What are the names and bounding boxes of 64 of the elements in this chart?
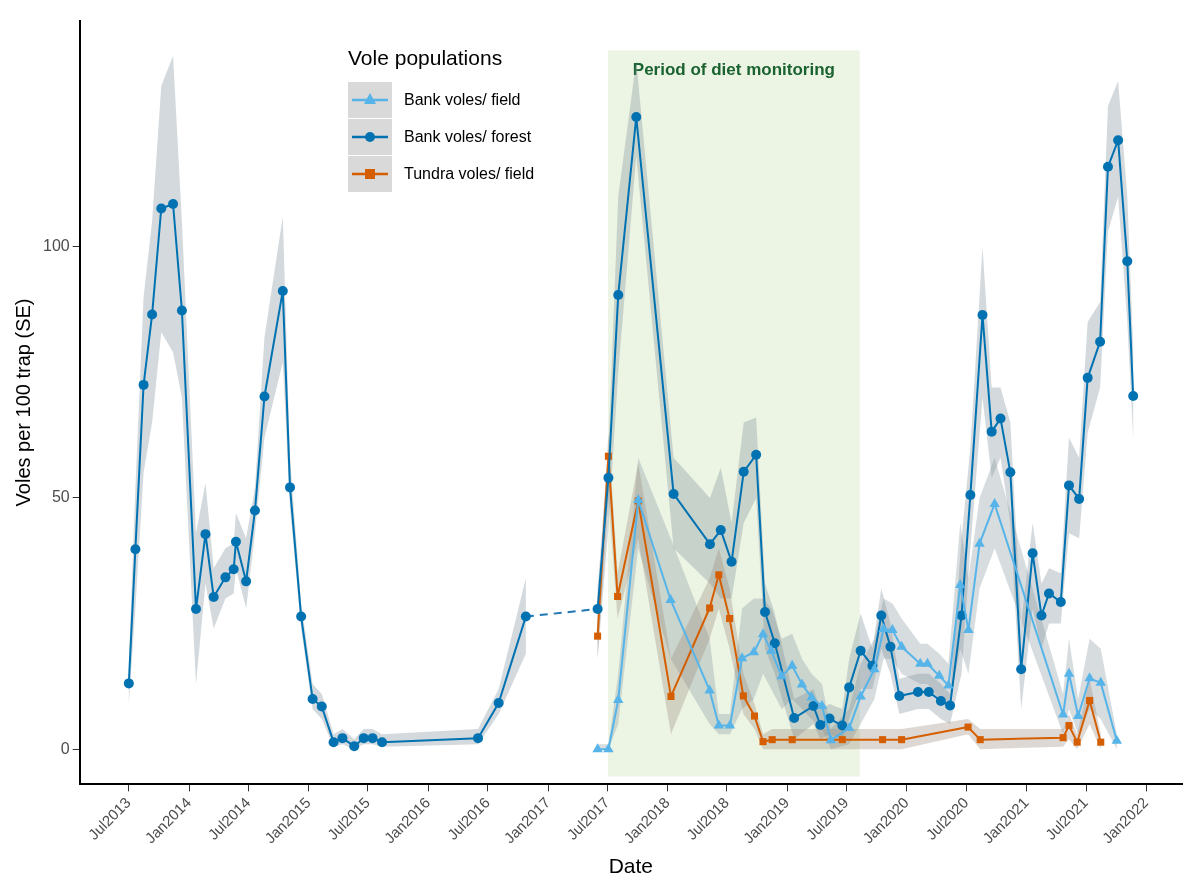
point bbox=[796, 678, 808, 688]
point bbox=[603, 743, 614, 753]
point bbox=[1065, 722, 1073, 730]
point bbox=[838, 736, 846, 744]
point bbox=[715, 571, 723, 579]
point bbox=[843, 722, 855, 732]
legend-label: Bank voles/ field bbox=[404, 91, 521, 109]
x-axis-title: Date bbox=[608, 854, 654, 878]
point bbox=[1057, 708, 1069, 718]
point bbox=[955, 578, 966, 588]
point bbox=[1095, 676, 1106, 686]
point bbox=[825, 734, 837, 744]
point bbox=[943, 679, 954, 689]
point bbox=[879, 736, 887, 744]
point bbox=[898, 736, 906, 744]
point bbox=[748, 646, 760, 656]
point bbox=[1063, 667, 1075, 677]
point bbox=[667, 692, 675, 700]
point bbox=[1084, 672, 1095, 682]
point bbox=[613, 693, 624, 703]
point bbox=[759, 738, 767, 746]
point bbox=[736, 652, 748, 662]
y-tick-label: 0 bbox=[60, 739, 70, 757]
point bbox=[1059, 734, 1067, 742]
point bbox=[739, 692, 747, 700]
legend-label: Bank voles/ forest bbox=[404, 128, 532, 146]
point bbox=[887, 624, 898, 634]
point bbox=[976, 736, 984, 744]
point bbox=[878, 623, 889, 633]
point bbox=[1073, 738, 1081, 746]
point bbox=[713, 719, 724, 729]
point bbox=[922, 657, 933, 667]
point bbox=[776, 670, 787, 680]
point bbox=[614, 592, 622, 600]
point bbox=[989, 497, 1000, 507]
point bbox=[806, 691, 817, 701]
y-tick-label: 50 bbox=[51, 488, 70, 506]
band-label: Period of diet monitoring bbox=[632, 60, 835, 80]
point bbox=[934, 669, 945, 679]
point bbox=[768, 736, 776, 744]
point bbox=[594, 632, 602, 640]
point bbox=[724, 719, 736, 729]
legend-title: Vole populations bbox=[348, 46, 504, 70]
point bbox=[1111, 734, 1123, 744]
point bbox=[750, 712, 759, 720]
point bbox=[766, 644, 777, 654]
point bbox=[726, 615, 734, 623]
point bbox=[706, 604, 714, 612]
y-axis-title: Voles per 100 trap (SE) bbox=[11, 298, 34, 507]
point bbox=[592, 743, 603, 753]
point bbox=[896, 640, 907, 650]
point bbox=[1072, 710, 1084, 720]
point bbox=[786, 659, 798, 669]
legend-label: Tundra voles/ field bbox=[404, 165, 535, 183]
point bbox=[974, 537, 985, 547]
y-tick-label: 100 bbox=[42, 237, 70, 255]
point bbox=[1086, 696, 1094, 704]
point bbox=[1097, 738, 1105, 746]
point bbox=[964, 723, 972, 731]
point bbox=[816, 699, 828, 709]
point bbox=[788, 736, 796, 744]
point bbox=[665, 593, 676, 603]
point bbox=[633, 493, 644, 503]
point bbox=[757, 628, 769, 638]
